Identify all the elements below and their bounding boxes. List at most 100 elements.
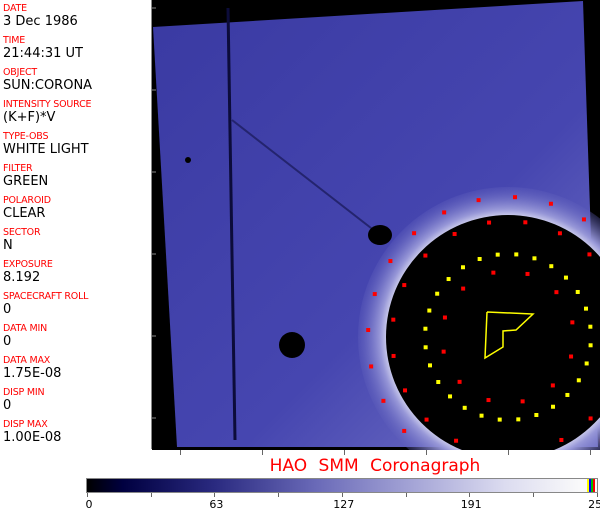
axis-tick bbox=[180, 450, 181, 455]
field-label: EXPOSURE bbox=[3, 259, 53, 270]
field-value: 0 bbox=[3, 334, 12, 349]
colorbar-tick bbox=[87, 493, 88, 497]
yellow-marker bbox=[446, 277, 451, 282]
red-marker bbox=[442, 315, 447, 320]
colorbar-tick-label: 0 bbox=[85, 498, 93, 511]
yellow-marker bbox=[514, 252, 519, 257]
colorbar-tick bbox=[150, 493, 152, 497]
yellow-marker bbox=[588, 324, 593, 329]
red-marker bbox=[391, 317, 396, 322]
yellow-marker bbox=[563, 275, 568, 280]
field-value: 0 bbox=[3, 398, 12, 413]
colorbar-tick bbox=[532, 493, 534, 497]
red-marker bbox=[457, 379, 462, 384]
colorbar-tick bbox=[214, 493, 216, 497]
occulter-disk bbox=[386, 215, 600, 450]
yellow-marker bbox=[495, 252, 500, 257]
field-disp-max: DISP MAX 1.00E-08 bbox=[3, 419, 61, 445]
axis-tick bbox=[344, 450, 345, 455]
red-cross-marker bbox=[381, 398, 386, 403]
field-label: TIME bbox=[3, 35, 26, 46]
red-cross-marker bbox=[369, 364, 374, 369]
red-marker bbox=[523, 220, 528, 225]
colorbar-tick bbox=[596, 493, 598, 497]
field-label: DISP MIN bbox=[3, 387, 45, 398]
field-value: 3 Dec 1986 bbox=[3, 14, 78, 29]
field-label: DATA MAX bbox=[3, 355, 51, 366]
yellow-marker bbox=[462, 405, 467, 410]
field-label: FILTER bbox=[3, 163, 33, 174]
yellow-marker bbox=[565, 392, 570, 397]
axis-tick bbox=[508, 450, 509, 455]
red-cross-marker bbox=[366, 328, 371, 333]
streak-shadow bbox=[231, 119, 381, 236]
colorbar-tick bbox=[469, 493, 471, 497]
red-marker bbox=[441, 349, 446, 354]
red-marker bbox=[454, 438, 459, 443]
field-value: (K+F)*V bbox=[3, 110, 56, 125]
field-label: DATE bbox=[3, 3, 27, 14]
red-marker bbox=[525, 271, 530, 276]
yellow-marker bbox=[588, 343, 593, 348]
field-value: N bbox=[3, 238, 13, 253]
field-label: DATA MIN bbox=[3, 323, 47, 334]
yellow-marker bbox=[534, 413, 539, 418]
field-label: POLAROID bbox=[3, 195, 51, 206]
red-marker bbox=[550, 383, 555, 388]
field-time: TIME 21:44:31 UT bbox=[3, 35, 83, 61]
yellow-marker bbox=[479, 413, 484, 418]
field-exposure: EXPOSURE 8.192 bbox=[3, 259, 53, 285]
red-marker bbox=[588, 416, 593, 421]
field-object: OBJECT SUN:CORONA bbox=[3, 67, 92, 93]
field-data-max: DATA MAX 1.75E-08 bbox=[3, 355, 61, 381]
dark-speck bbox=[185, 157, 191, 163]
colorbar-tick bbox=[405, 493, 407, 497]
red-marker bbox=[403, 388, 408, 393]
yellow-marker bbox=[575, 289, 580, 294]
red-marker bbox=[587, 252, 592, 257]
field-filter: FILTER GREEN bbox=[3, 163, 48, 189]
field-disp-min: DISP MIN 0 bbox=[3, 387, 45, 413]
red-marker bbox=[487, 220, 492, 225]
yellow-marker bbox=[549, 264, 554, 269]
yellow-marker bbox=[448, 394, 453, 399]
field-label: TYPE-OBS bbox=[3, 131, 49, 142]
field-data-min: DATA MIN 0 bbox=[3, 323, 47, 349]
yellow-marker bbox=[435, 291, 440, 296]
field-polaroid: POLAROID CLEAR bbox=[3, 195, 51, 221]
dark-spot bbox=[279, 332, 305, 358]
colorbar-swatch bbox=[591, 479, 593, 492]
yellow-marker bbox=[427, 308, 432, 313]
plot-title: HAO SMM Coronagraph bbox=[269, 456, 481, 476]
red-marker bbox=[554, 290, 559, 295]
colorbar-swatch bbox=[589, 479, 591, 492]
field-value: 1.75E-08 bbox=[3, 366, 62, 381]
red-marker bbox=[402, 283, 407, 288]
yellow-marker bbox=[584, 361, 589, 366]
yellow-marker bbox=[576, 378, 581, 383]
field-label: DISP MAX bbox=[3, 419, 48, 430]
yellow-marker bbox=[497, 417, 502, 422]
yellow-marker bbox=[551, 404, 556, 409]
yellow-marker bbox=[423, 345, 428, 350]
red-cross-marker bbox=[581, 217, 586, 222]
roi-polygon[interactable] bbox=[484, 311, 535, 360]
yellow-marker bbox=[460, 265, 465, 270]
yellow-marker bbox=[436, 380, 441, 385]
field-intensity-source: INTENSITY SOURCE (K+F)*V bbox=[3, 99, 92, 125]
field-value: 1.00E-08 bbox=[3, 430, 62, 445]
yellow-marker bbox=[423, 326, 428, 331]
axis-tick bbox=[426, 450, 427, 455]
field-value: CLEAR bbox=[3, 206, 46, 221]
red-marker bbox=[424, 417, 429, 422]
red-cross-marker bbox=[372, 292, 377, 297]
field-value: 8.192 bbox=[3, 270, 41, 285]
red-marker bbox=[486, 398, 491, 403]
red-marker bbox=[423, 253, 428, 258]
yellow-marker bbox=[516, 417, 521, 422]
field-sector: SECTOR N bbox=[3, 227, 41, 253]
red-marker bbox=[520, 399, 525, 404]
axis-tick bbox=[590, 450, 591, 455]
field-value: 0 bbox=[3, 302, 12, 317]
colorbar-tick bbox=[278, 493, 280, 497]
